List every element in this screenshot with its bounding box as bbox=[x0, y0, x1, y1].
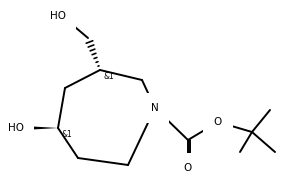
Text: O: O bbox=[214, 117, 222, 127]
Text: HO: HO bbox=[50, 11, 66, 21]
Polygon shape bbox=[20, 126, 58, 130]
Text: O: O bbox=[184, 163, 192, 173]
Text: HO: HO bbox=[8, 123, 24, 133]
Text: N: N bbox=[151, 103, 159, 113]
Text: &1: &1 bbox=[103, 72, 114, 81]
Text: &1: &1 bbox=[61, 130, 72, 139]
